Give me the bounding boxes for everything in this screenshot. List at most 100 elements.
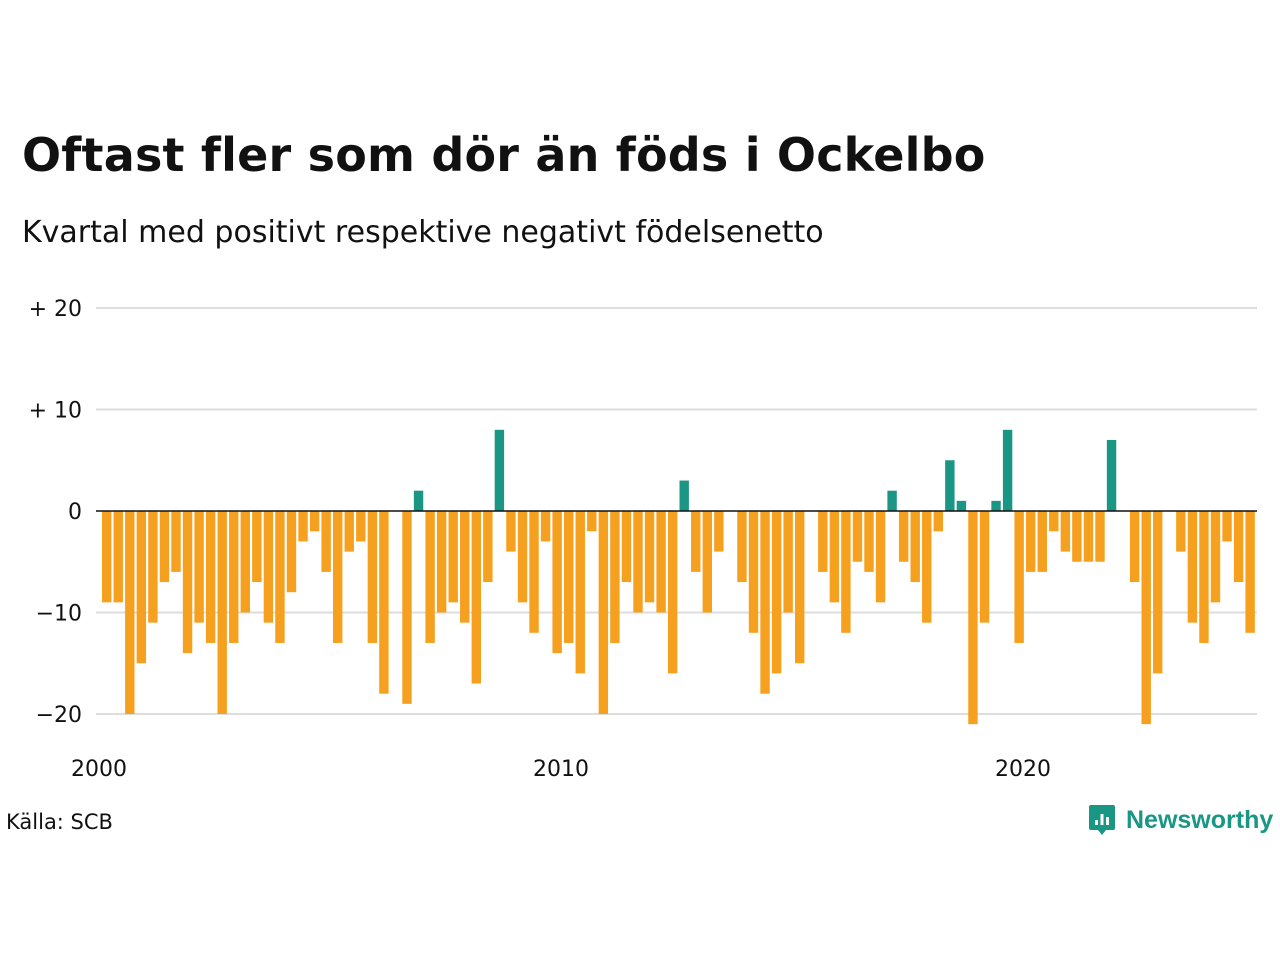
bar-negative	[771, 511, 782, 674]
bar-negative	[818, 511, 828, 572]
y-tick-label: + 10	[29, 399, 82, 424]
bar-negative	[841, 511, 851, 633]
brand-logo[interactable]: Newsworthy	[1088, 800, 1273, 840]
y-tick-label: −10	[36, 602, 82, 627]
bar-negative	[263, 511, 274, 623]
bar-negative	[309, 511, 320, 532]
bar-negative	[333, 511, 343, 643]
bar-negative	[783, 511, 793, 613]
bar-negative	[968, 511, 978, 725]
bar-negative	[910, 511, 920, 583]
bar-negative	[933, 511, 943, 532]
bar-positive	[956, 500, 967, 511]
bar-negative	[460, 511, 470, 623]
bar-negative	[587, 511, 597, 532]
bar-negative	[864, 511, 874, 572]
bar-negative	[748, 511, 759, 633]
bar-negative	[1014, 511, 1024, 643]
x-tick-label: 2000	[71, 757, 127, 782]
x-tick-label: 2020	[995, 757, 1051, 782]
bar-negative	[1072, 511, 1082, 562]
bar-negative	[240, 511, 250, 613]
bar-negative	[321, 511, 331, 572]
bar-negative	[1245, 511, 1255, 633]
bar-negative	[1187, 511, 1198, 623]
bar-negative	[298, 511, 308, 542]
bar-negative	[598, 511, 609, 714]
bar-negative	[1210, 511, 1221, 603]
bar-negative	[1199, 511, 1209, 643]
bar-negative	[483, 511, 493, 583]
bar-negative	[529, 511, 539, 633]
bar-negative	[1233, 511, 1244, 583]
bar-negative	[356, 511, 366, 542]
bar-negative	[286, 511, 297, 593]
bar-negative	[667, 511, 678, 674]
y-tick-label: −20	[36, 703, 82, 728]
y-axis-ticks: + 20 + 10 0 −10 −20	[29, 297, 82, 728]
bar-negative	[898, 511, 909, 562]
bar-negative	[148, 511, 158, 623]
bar-positive	[887, 490, 897, 511]
bar-negative	[702, 511, 712, 613]
bar-negative	[979, 511, 990, 623]
bar-negative	[125, 511, 135, 714]
bar-negative	[656, 511, 666, 613]
bar-negative	[425, 511, 435, 643]
bar-negative	[506, 511, 516, 552]
bar-positive	[679, 480, 689, 511]
bar-negative	[379, 511, 389, 694]
bar-negative	[691, 511, 701, 572]
bar-negative	[275, 511, 285, 643]
bar-positive	[413, 490, 424, 511]
bar-negative	[471, 511, 481, 684]
x-tick-label: 2010	[533, 757, 589, 782]
bar-negative	[136, 511, 147, 664]
chart-title: Oftast fler som dör än föds i Ockelbo	[22, 128, 986, 182]
y-tick-label: 0	[68, 500, 82, 525]
bar-positive	[945, 460, 955, 511]
bar-positive	[494, 429, 505, 511]
bar-positive	[991, 500, 1001, 511]
bar-negative	[760, 511, 770, 694]
bar-negative	[610, 511, 620, 643]
bar-negative	[1060, 511, 1071, 552]
bar-negative	[621, 511, 632, 583]
bar-negative	[795, 511, 805, 664]
bars	[102, 429, 1255, 725]
x-axis-ticks: 2000 2010 2020	[71, 757, 1051, 782]
bar-negative	[644, 511, 655, 603]
bar-negative	[1026, 511, 1036, 572]
bar-negative	[102, 511, 112, 603]
bar-negative	[564, 511, 574, 643]
source-note: Källa: SCB	[6, 810, 113, 834]
bar-negative	[402, 511, 412, 704]
bar-negative	[252, 511, 262, 583]
bar-negative	[182, 511, 193, 654]
bar-negative	[1222, 511, 1232, 542]
bar-negative	[205, 511, 216, 643]
brand-name: Newsworthy	[1126, 805, 1274, 834]
bar-negative	[1153, 511, 1163, 674]
bar-negative	[714, 511, 724, 552]
bar-negative	[171, 511, 181, 572]
bar-negative	[633, 511, 643, 613]
bar-negative	[448, 511, 458, 603]
bar-negative	[552, 511, 562, 654]
bar-negative	[436, 511, 447, 613]
bar-negative	[922, 511, 932, 623]
bar-negative	[1095, 511, 1105, 562]
bar-negative	[1049, 511, 1059, 532]
bar-negative	[875, 511, 886, 603]
bar-negative	[517, 511, 528, 603]
bar-negative	[1141, 511, 1151, 725]
bar-negative	[344, 511, 354, 552]
bar-negative	[1176, 511, 1186, 552]
bar-negative	[217, 511, 227, 714]
bar-negative	[1083, 511, 1094, 562]
newsworthy-chart-icon	[1089, 805, 1115, 835]
bar-negative	[159, 511, 170, 583]
chart-subtitle: Kvartal med positivt respektive negativt…	[22, 215, 824, 250]
bar-negative	[852, 511, 863, 562]
